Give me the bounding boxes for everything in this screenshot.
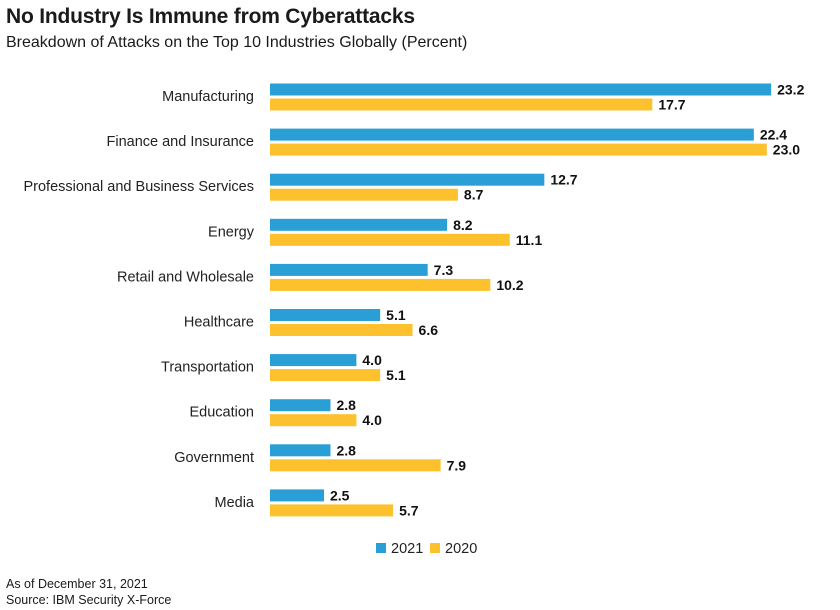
category-label: Media [215,495,255,511]
category-label: Finance and Insurance [106,134,254,150]
category-label: Retail and Wholesale [117,269,254,285]
bar-2020 [270,143,767,156]
legend-label-2021: 2021 [391,541,423,557]
bar-chart: Manufacturing 23.2 17.7 Finance and Insuran… [23,82,804,558]
source-note: Source: IBM Security X-Force [6,593,172,607]
data-label-2020: 10.2 [496,277,523,293]
data-label-2021: 8.2 [453,217,473,233]
category-label: Education [190,405,255,421]
bar-2021 [270,354,357,367]
bar-2021 [270,128,754,141]
data-label-2021: 22.4 [760,127,787,143]
data-label-2020: 8.7 [464,187,484,203]
category-label: Professional and Business Services [23,179,254,195]
bar-2021 [270,263,428,276]
bar-2021 [270,489,324,502]
bar-2021 [270,218,448,231]
data-label-2021: 2.5 [330,487,350,503]
legend-label-2020: 2020 [445,541,477,557]
data-label-2021: 12.7 [550,172,577,188]
bar-2020 [270,324,413,336]
data-label-2021: 7.3 [434,262,454,278]
data-label-2020: 5.7 [399,502,419,518]
data-label-2020: 17.7 [658,97,685,113]
data-label-2021: 2.8 [336,397,356,413]
bar-2021 [270,444,331,457]
data-label-2020: 4.0 [362,412,382,428]
chart-title: No Industry Is Immune from Cyberattacks [6,5,415,28]
data-label-2020: 7.9 [447,457,467,473]
data-label-2020: 11.1 [516,232,543,248]
category-label: Healthcare [184,315,254,331]
bar-2021 [270,173,545,186]
bar-2020 [270,414,357,427]
category-label: Transportation [161,360,254,376]
bar-2020 [270,504,394,517]
bar-2020 [270,369,381,382]
bar-2020 [270,98,653,111]
category-label: Government [174,450,254,466]
chart-subtitle: Breakdown of Attacks on the Top 10 Indus… [6,34,468,51]
bar-2021 [270,309,381,321]
legend-swatch-2020 [430,543,440,553]
data-label-2020: 23.0 [773,142,800,158]
bar-2020 [270,188,458,201]
data-label-2021: 5.1 [386,307,406,323]
category-label: Manufacturing [162,89,254,105]
bar-2020 [270,459,441,472]
bar-2021 [270,399,331,412]
bar-2020 [270,278,491,291]
bar-2020 [270,233,510,246]
bar-2021 [270,83,772,96]
legend-swatch-2021 [376,543,386,553]
data-label-2021: 4.0 [362,352,382,368]
data-label-2020: 6.6 [419,322,439,338]
data-label-2021: 23.2 [777,82,804,98]
as-of-note: As of December 31, 2021 [6,577,148,591]
data-label-2020: 5.1 [386,367,406,383]
data-label-2021: 2.8 [336,442,356,458]
category-label: Energy [208,224,255,240]
